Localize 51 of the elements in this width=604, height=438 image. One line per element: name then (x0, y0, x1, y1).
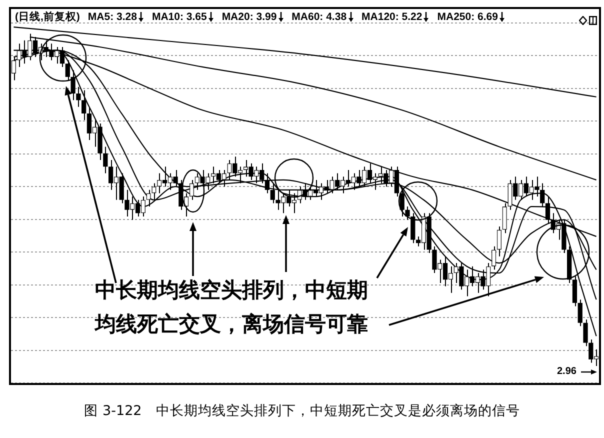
candlestick (82, 90, 86, 121)
candlestick (496, 226, 502, 257)
candlestick (103, 146, 108, 174)
candlestick (108, 160, 114, 190)
candlestick (540, 182, 545, 208)
candlestick (480, 269, 486, 290)
candlestick (384, 169, 388, 188)
legend-label: MA10: 3.65 (152, 11, 207, 23)
candlestick (572, 276, 578, 307)
candlestick (216, 169, 222, 184)
candlestick (260, 162, 264, 184)
candlestick (405, 206, 410, 220)
candlestick (346, 169, 350, 188)
candlestick (442, 256, 448, 287)
candlestick (324, 179, 329, 194)
legend-label: MA60: 4.38 (292, 11, 347, 23)
candlestick (189, 179, 194, 200)
legend-label: MA250: 6.69 (437, 11, 498, 23)
candlestick (356, 169, 362, 188)
candlestick (232, 156, 238, 178)
candlestick (470, 266, 475, 287)
candlestick (248, 162, 254, 180)
candlestick (286, 189, 292, 208)
candlestick (86, 106, 92, 141)
legend-label: MA5: 3.28 (88, 11, 137, 23)
candlestick (394, 166, 400, 198)
candlestick (367, 162, 372, 184)
annotation: 均线死亡交叉，离场信号可靠 (95, 311, 368, 338)
candlestick (410, 212, 416, 244)
annotation: 中长期均线空头排列，中短期 (95, 277, 368, 304)
candlestick (76, 86, 81, 108)
candlestick (502, 202, 507, 234)
candlestick (335, 172, 340, 190)
candlestick (400, 189, 404, 217)
annotation: 2.96 (557, 366, 576, 377)
candlestick (264, 172, 270, 194)
candlestick (534, 176, 540, 198)
legend-label: MA120: 5.22 (362, 11, 422, 23)
caption: 图 3-122 中长期均线空头排列下，中短期死亡交叉是必须离场的信号 (83, 402, 521, 420)
candlestick (513, 176, 518, 200)
candlestick (135, 199, 140, 217)
candlestick (524, 176, 528, 198)
candlestick (432, 246, 437, 274)
candlestick (459, 262, 464, 290)
candlestick (146, 189, 151, 208)
candlestick (545, 196, 550, 224)
candlestick (578, 299, 582, 327)
legend-label: MA20: 3.99 (222, 11, 277, 23)
chart-title: (日线,前复权) (15, 10, 80, 24)
candlestick (152, 182, 156, 200)
candlestick (162, 166, 168, 188)
